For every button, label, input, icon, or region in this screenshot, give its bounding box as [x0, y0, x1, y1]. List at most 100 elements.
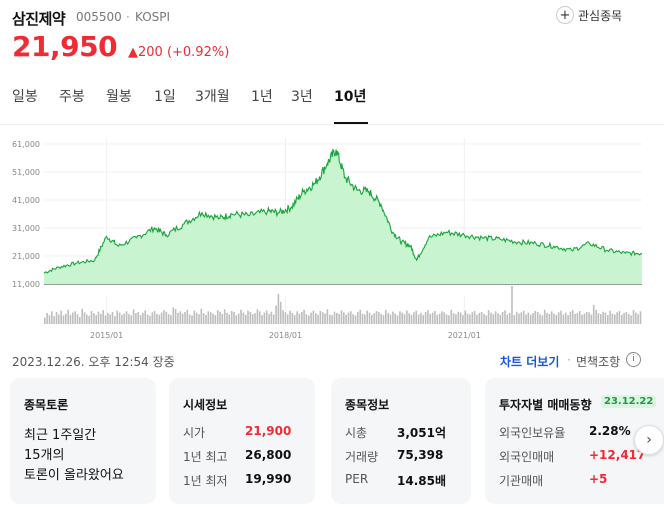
chart-more-link[interactable]: 차트 더보기	[500, 355, 560, 369]
volume-bar	[614, 314, 616, 324]
volume-bar	[86, 314, 88, 324]
volume-bar	[343, 312, 345, 324]
volume-bar	[553, 313, 555, 325]
volume-bar	[632, 310, 635, 324]
volume-bar	[406, 310, 408, 324]
volume-bar	[254, 313, 256, 324]
volume-bar	[564, 312, 567, 324]
volume-bar	[279, 301, 282, 324]
volume-bar	[270, 311, 273, 324]
volume-bar	[466, 313, 469, 325]
volume-bar	[487, 310, 490, 324]
stock-info-title: 종목정보	[345, 398, 390, 412]
x-tick-label: 2018/01	[269, 331, 302, 340]
volume-bar	[336, 312, 338, 324]
volume-bar	[399, 311, 401, 324]
volume-bar	[604, 312, 607, 324]
volume-bar	[291, 312, 294, 324]
row-label: 시가	[183, 426, 206, 440]
tab-daily[interactable]: 일봉	[12, 89, 38, 105]
volume-bar	[576, 312, 579, 324]
volume-bar	[364, 314, 366, 324]
volume-bar	[485, 315, 488, 324]
volume-bar	[443, 312, 445, 324]
volume-bar	[69, 314, 72, 324]
volume-bar	[209, 312, 212, 324]
volume-bar	[186, 309, 189, 325]
x-axis: 2015/01 2018/01 2021/01	[90, 331, 481, 340]
volume-bar	[174, 309, 177, 324]
tab-1day[interactable]: 1일	[154, 89, 176, 105]
info-icon[interactable]: i	[626, 352, 641, 367]
price-area-fill	[44, 149, 642, 284]
volume-bar	[473, 311, 476, 324]
volume-bar	[242, 312, 245, 324]
volume-bar	[163, 310, 165, 324]
volume-bar	[44, 317, 46, 324]
volume-bar	[585, 312, 588, 324]
volume-bar	[207, 311, 210, 324]
row-label: 1년 최저	[183, 474, 228, 488]
volume-bar	[607, 315, 609, 324]
stock-info-card[interactable]: 종목정보 시총 3,051억 거래량 75,398 PER 14.85배	[331, 378, 471, 504]
row-value: +5	[589, 472, 608, 486]
volume-bar	[289, 310, 291, 324]
volume-bar	[621, 314, 623, 324]
tab-weekly[interactable]: 주봉	[59, 89, 85, 105]
discussion-card[interactable]: 종목토론 최근 1주일간 15개의 토론이 올라왔어요	[10, 378, 156, 504]
tab-3year[interactable]: 3년	[291, 89, 313, 105]
volume-bar	[595, 309, 597, 325]
volume-bar	[359, 309, 361, 325]
tab-1year[interactable]: 1년	[251, 89, 273, 105]
tab-3month[interactable]: 3개월	[195, 89, 230, 105]
row-value: +12,417	[589, 448, 646, 462]
separator-dot: ·	[567, 353, 571, 367]
volume-bar	[434, 311, 436, 324]
tab-10year[interactable]: 10년	[334, 89, 367, 105]
volume-bar	[438, 313, 441, 325]
volume-bar	[310, 312, 312, 324]
row-label: PER	[345, 472, 369, 486]
volume-bar	[413, 312, 415, 324]
market-info-card[interactable]: 시세정보 시가 21,900 1년 최고 26,800 1년 최저 19,990	[169, 378, 315, 504]
volume-bar	[464, 310, 467, 324]
x-tick-label: 2015/01	[90, 331, 123, 340]
row-value: 14.85배	[397, 474, 446, 488]
volume-bar	[333, 311, 336, 324]
volume-bar	[244, 314, 247, 324]
volume-bar	[216, 310, 219, 324]
volume-bar	[193, 310, 196, 324]
volume-bar	[380, 313, 382, 324]
volume-bar	[494, 311, 497, 324]
volume-bar	[319, 311, 322, 324]
volume-bar	[97, 311, 100, 324]
volume-bar	[90, 311, 93, 324]
volume-bar	[135, 313, 137, 324]
volume-bar	[448, 315, 450, 324]
discussion-line: 15개의	[24, 444, 64, 463]
tab-monthly[interactable]: 월봉	[106, 89, 132, 105]
price-chart[interactable]: 61,000 51,000 41,000 31,000 21,000 11,000 201…	[0, 128, 664, 344]
volume-bar	[144, 310, 146, 324]
volume-bar	[550, 311, 553, 324]
volume-bar	[212, 313, 214, 325]
volume-bar	[312, 310, 315, 324]
next-card-button[interactable]: ›	[634, 425, 664, 455]
volume-bar	[408, 313, 410, 324]
row-label: 거래량	[345, 450, 379, 464]
plus-icon: +	[556, 6, 574, 24]
market-info-title: 시세정보	[183, 398, 228, 412]
volume-bar	[151, 312, 154, 324]
investor-row: 기관매매 +5	[499, 472, 659, 489]
volume-bar	[156, 313, 158, 324]
add-favorite-button[interactable]: + 관심종목	[556, 6, 622, 24]
disclaimer-link[interactable]: 면책조항	[576, 355, 621, 369]
volume-bar	[373, 313, 375, 324]
volume-bar	[95, 315, 97, 324]
volume-bar	[600, 314, 602, 324]
volume-bar	[179, 311, 182, 324]
volume-bar	[459, 312, 462, 324]
volume-bar	[118, 312, 121, 324]
volume-bar	[592, 305, 595, 324]
volume-bar	[499, 314, 502, 324]
